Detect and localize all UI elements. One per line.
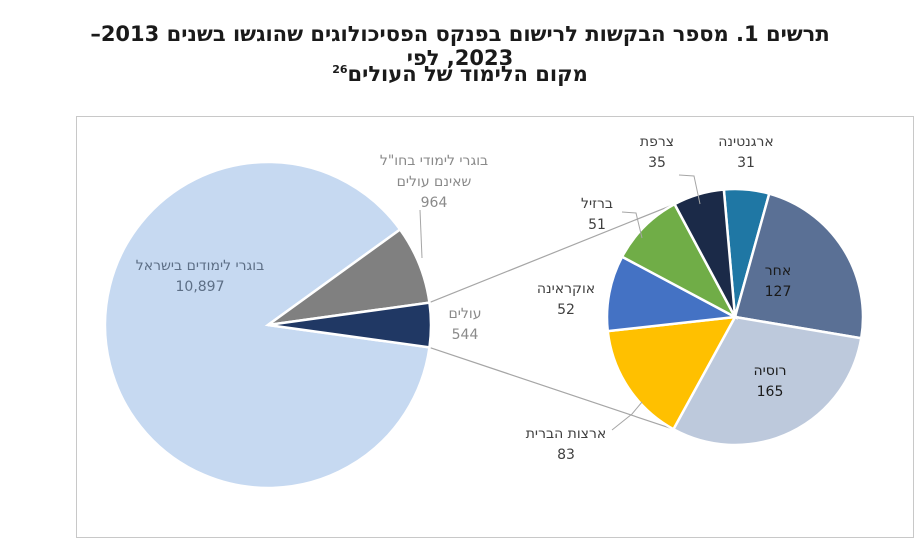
secondary-pie-label-2-line-0: רוסיה bbox=[753, 363, 786, 379]
secondary-pie-label-5-line-1: 51 bbox=[588, 217, 606, 233]
secondary-pie-label-3-line-1: 83 bbox=[557, 447, 575, 463]
secondary-leader-line-usa bbox=[611, 401, 643, 431]
main-pie-label-2: עולים 544 bbox=[449, 306, 482, 343]
secondary-pie-label-6: צרפת 35 bbox=[640, 134, 674, 171]
connector-line-top bbox=[429, 203, 675, 304]
secondary-pie-label-5: ברזיל 51 bbox=[581, 196, 613, 233]
main-pie-label-2-line-0: עולים bbox=[449, 306, 482, 322]
secondary-pie-label-3-line-0: ארצות הברית bbox=[526, 426, 607, 442]
secondary-pie-label-0-line-1: 31 bbox=[737, 155, 755, 171]
secondary-pie-label-1-line-1: 127 bbox=[765, 284, 792, 300]
secondary-leader-line-france bbox=[678, 174, 701, 205]
pie-of-pie-chart: בוגרי לימודים בישראל 10,897 בוגרי לימודי ב… bbox=[103, 134, 865, 490]
secondary-pie-label-0: ארגנטינה 31 bbox=[718, 134, 774, 171]
main-pie-slice-0 bbox=[103, 160, 431, 490]
main-leader-line-1 bbox=[419, 209, 423, 259]
main-pie-label-0-line-0: בוגרי לימודים בישראל bbox=[136, 258, 264, 274]
secondary-pie-slice-6 bbox=[672, 188, 737, 318]
secondary-pie-label-5-line-0: ברזיל bbox=[581, 196, 613, 212]
main-pie-label-1-line-2: 964 bbox=[421, 195, 448, 211]
secondary-pie-slice-4 bbox=[605, 255, 740, 333]
secondary-pie-label-1-line-0: אחר bbox=[765, 263, 791, 279]
main-pie-slice-2 bbox=[267, 301, 433, 349]
chart-title-line2-text: מקום הלימוד של העולים bbox=[347, 62, 588, 86]
footnote-marker: 26 bbox=[332, 63, 348, 76]
secondary-pie-label-0-line-0: ארגנטינה bbox=[718, 134, 774, 150]
secondary-pie-label-4: אוקראינה 52 bbox=[537, 281, 595, 318]
main-pie-label-1-line-1: שאינם עולים bbox=[397, 174, 472, 190]
main-pie-label-1-line-0: בוגרי לימודי בחו"ל bbox=[380, 153, 488, 169]
secondary-pie-label-2: רוסיה 165 bbox=[753, 363, 786, 400]
secondary-pie-label-2-line-1: 165 bbox=[757, 384, 784, 400]
chart-title-line2: מקום הלימוד של העולים26 bbox=[60, 62, 860, 86]
main-pie-label-0: בוגרי לימודים בישראל 10,897 bbox=[136, 258, 264, 295]
main-pie-label-2-line-1: 544 bbox=[452, 327, 479, 343]
chart-title-line1: תרשים 1. מספר הבקשות לרישום בפנקס הפסיכו… bbox=[90, 22, 830, 70]
secondary-pie-label-4-line-1: 52 bbox=[557, 302, 575, 318]
connector-line-bottom bbox=[429, 346, 674, 430]
secondary-pie-slice-3 bbox=[606, 315, 738, 431]
secondary-pie-slice-1 bbox=[733, 192, 865, 340]
secondary-pie-label-6-line-1: 35 bbox=[648, 155, 666, 171]
secondary-leader-line-brazil bbox=[621, 211, 643, 239]
secondary-pie-slice-2 bbox=[671, 315, 863, 447]
secondary-pie-label-6-line-0: צרפת bbox=[640, 134, 674, 150]
main-pie-label-0-line-1: 10,897 bbox=[176, 279, 225, 295]
secondary-pie-label-1: אחר 127 bbox=[765, 263, 792, 300]
secondary-pie-label-3: ארצות הברית 83 bbox=[526, 426, 607, 463]
secondary-pie-label-4-line-0: אוקראינה bbox=[537, 281, 595, 297]
main-pie-label-1: בוגרי לימודי בחו"ל שאינם עולים 964 bbox=[380, 153, 488, 211]
